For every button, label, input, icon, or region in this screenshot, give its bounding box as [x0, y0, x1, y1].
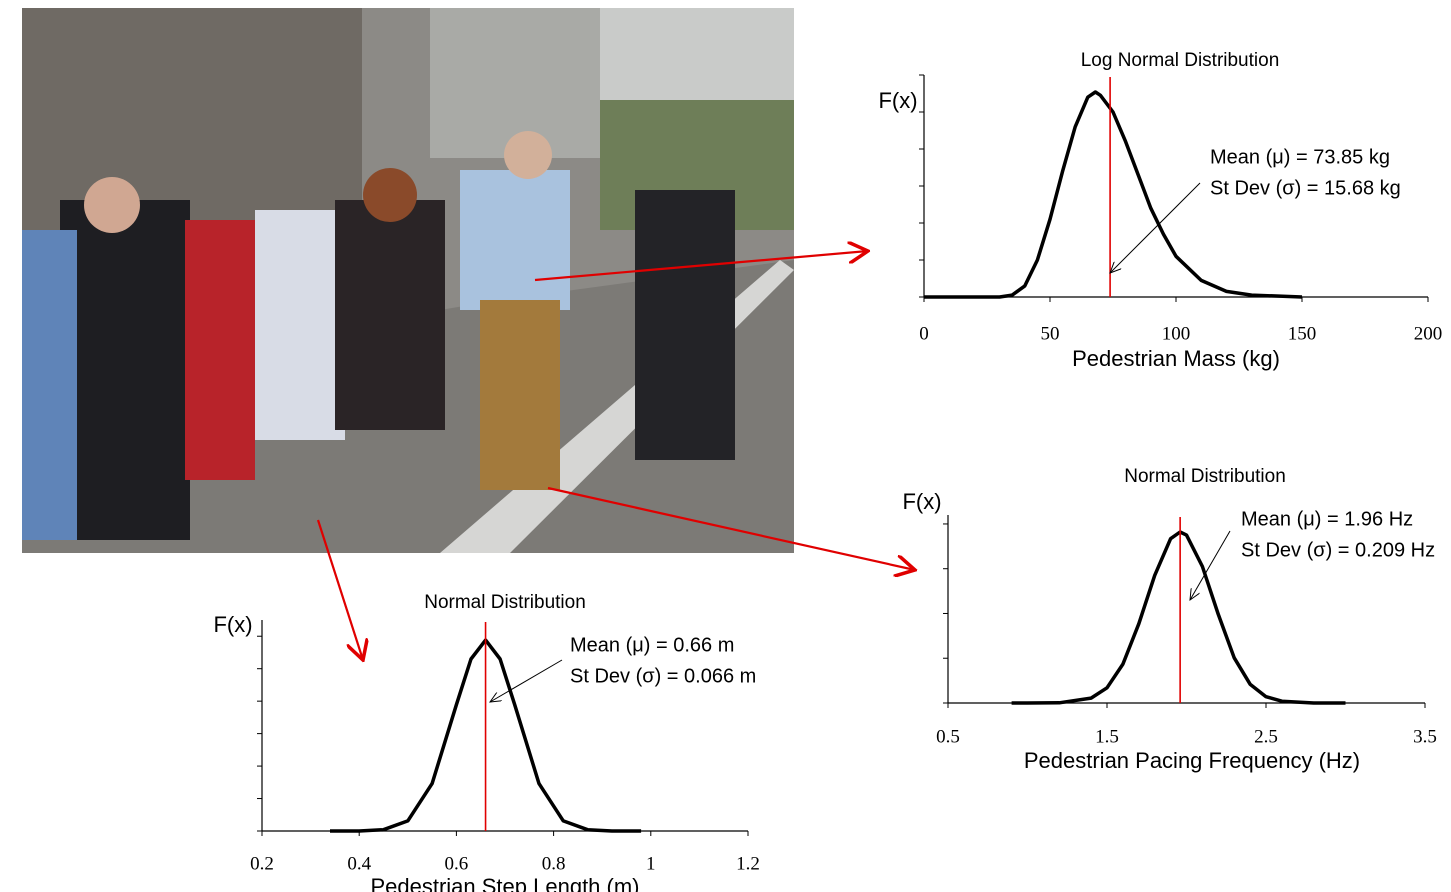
y-axis-label: F(x): [878, 88, 917, 113]
annotation-arrow: [490, 659, 563, 702]
x-tick-label: 100: [1162, 323, 1191, 344]
x-tick-label: 0.6: [445, 853, 469, 874]
y-axis-label: F(x): [213, 612, 252, 637]
annotation: St Dev (σ) = 0.209 Hz: [1241, 539, 1435, 561]
x-axis-label: Pedestrian Mass (kg): [1072, 346, 1280, 371]
x-tick-label: 0.5: [936, 726, 960, 747]
photo: [22, 8, 794, 553]
annotation: St Dev (σ) = 15.68 kg: [1210, 177, 1401, 199]
x-tick-label: 200: [1414, 323, 1443, 344]
x-tick-label: 50: [1041, 323, 1060, 344]
chart-title: Log Normal Distribution: [1081, 50, 1280, 71]
x-tick-label: 1: [646, 853, 656, 874]
chart-title: Normal Distribution: [424, 592, 586, 613]
pointer-arrows: [316, 251, 915, 660]
annotation: St Dev (σ) = 0.066 m: [570, 665, 756, 687]
x-tick-label: 0: [919, 323, 929, 344]
x-tick-label: 0.8: [542, 853, 566, 874]
x-tick-label: 1.2: [736, 853, 760, 874]
distribution-curve: [924, 90, 1303, 299]
x-tick-label: 2.5: [1254, 726, 1278, 747]
x-axis-label: Pedestrian Pacing Frequency (Hz): [1024, 748, 1360, 773]
x-axis-label: Pedestrian Step Length (m): [370, 874, 639, 892]
x-tick-label: 0.4: [347, 853, 371, 874]
annotation: Mean (μ) = 1.96 Hz: [1241, 508, 1413, 530]
x-tick-label: 3.5: [1413, 726, 1437, 747]
x-tick-label: 150: [1288, 323, 1317, 344]
x-tick-label: 0.2: [250, 853, 274, 874]
chart-title: Normal Distribution: [1124, 466, 1286, 487]
annotation: Mean (μ) = 0.66 m: [570, 634, 734, 656]
y-axis-label: F(x): [902, 489, 941, 514]
x-tick-label: 1.5: [1095, 726, 1119, 747]
annotation-arrow: [1110, 182, 1201, 273]
annotation: Mean (μ) = 73.85 kg: [1210, 146, 1390, 168]
annotation-arrow: [1190, 530, 1231, 600]
